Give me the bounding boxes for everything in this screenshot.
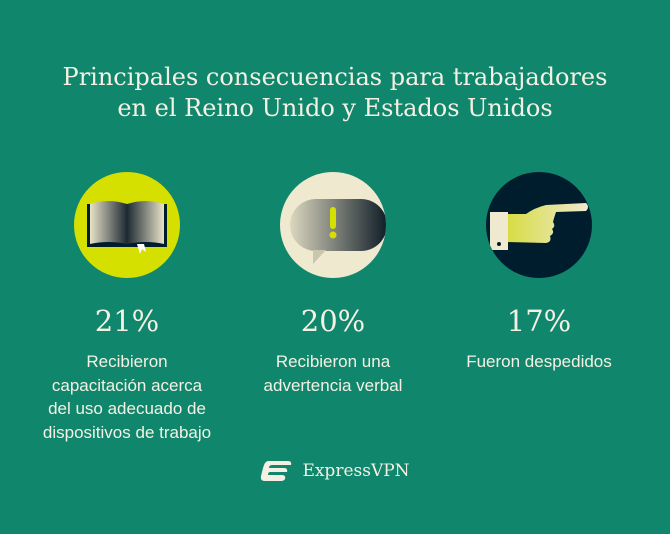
stat-description: Recibieron una advertencia verbal	[263, 352, 403, 395]
expressvpn-logo-icon	[261, 461, 292, 481]
stat-percent: 17%	[506, 304, 572, 338]
expressvpn-logo: ExpressVPN	[0, 460, 670, 482]
stat-fired: 17% Fueron despedidos	[434, 172, 644, 374]
book-icon	[74, 172, 180, 278]
stat-percent: 21%	[94, 304, 160, 338]
stat-description: Recibieron capacitación acerca del uso a…	[42, 352, 212, 442]
stat-description: Fueron despedidos	[466, 352, 612, 371]
pointing-hand-icon	[486, 172, 592, 278]
speech-bubble-exclamation-icon	[280, 172, 386, 278]
stat-training: 21% Recibieron capacitación acerca del u…	[22, 172, 232, 444]
stat-percent: 20%	[300, 304, 366, 338]
page-title: Principales consecuencias para trabajado…	[62, 63, 608, 122]
stat-warning: 20% Recibieron una advertencia verbal	[228, 172, 438, 397]
